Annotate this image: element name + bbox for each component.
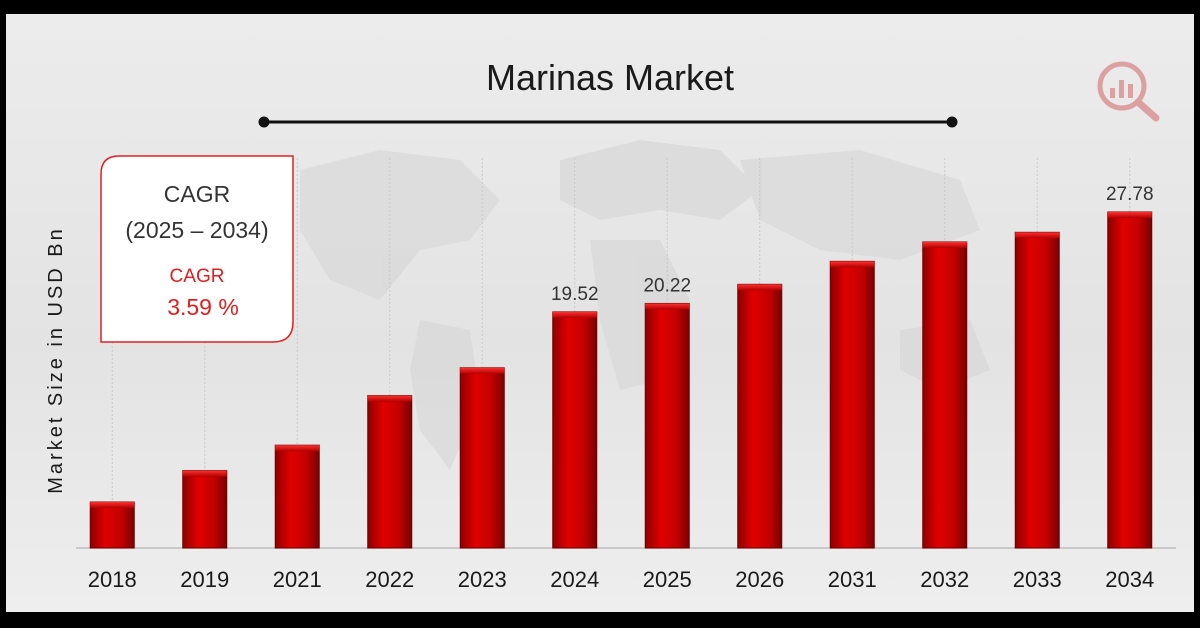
- x-tick-2023: 2023: [458, 567, 507, 592]
- bar-2021: [274, 444, 320, 549]
- bar-2032: [922, 241, 968, 549]
- bar-cap-2023: [460, 367, 505, 374]
- bar-cap-2025: [645, 303, 690, 310]
- bar-cap-2033: [1015, 232, 1060, 239]
- bar-cap-2019: [182, 470, 227, 477]
- bar-cap-2026: [737, 284, 782, 291]
- bar-2026: [737, 283, 783, 549]
- x-tick-2034: 2034: [1105, 567, 1154, 592]
- data-labels: 19.52 20.22 27.78: [551, 184, 1154, 305]
- cagr-callout-frame: [100, 155, 294, 343]
- bar-cap-2018: [90, 502, 135, 509]
- x-tick-2025: 2025: [643, 567, 692, 592]
- x-tick-2033: 2033: [1013, 567, 1062, 592]
- x-tick-2026: 2026: [735, 567, 784, 592]
- x-tick-2018: 2018: [88, 567, 137, 592]
- title-underline: [258, 116, 958, 128]
- x-tick-2024: 2024: [550, 567, 599, 592]
- bar-cap-2034: [1107, 212, 1152, 218]
- x-tick-2021: 2021: [273, 567, 322, 592]
- cagr-callout: CAGR (2025 – 2034) CAGR 3.59 %: [100, 155, 294, 343]
- bar-2024: [552, 311, 598, 549]
- data-label-2025: 20.22: [643, 275, 691, 296]
- bar-2018: [89, 501, 135, 549]
- cagr-label: CAGR: [170, 266, 225, 287]
- bar-2025: [644, 302, 690, 549]
- x-tick-2032: 2032: [920, 567, 969, 592]
- x-tick-2031: 2031: [828, 567, 877, 592]
- bar-cap-2022: [367, 395, 412, 402]
- bar-cap-2024: [552, 311, 597, 318]
- bar-2019: [182, 470, 228, 549]
- y-axis-label: Market Size in USD Bn: [45, 226, 67, 494]
- x-tick-labels: 2018 2019 2021 2022 2023 2024 2025 2026 2031 2032…: [88, 567, 1154, 592]
- x-tick-2019: 2019: [180, 567, 229, 592]
- bar-series: [89, 211, 1153, 549]
- x-tick-2022: 2022: [365, 567, 414, 592]
- bar-2022: [367, 395, 413, 549]
- bar-2023: [459, 367, 505, 549]
- data-label-2024: 19.52: [551, 284, 599, 305]
- bar-cap-2031: [830, 261, 875, 268]
- cagr-heading: CAGR: [164, 181, 230, 207]
- data-label-2034: 27.78: [1106, 184, 1154, 205]
- bar-2034: [1107, 211, 1153, 549]
- bar-2033: [1014, 231, 1060, 549]
- magnifier-chart-logo-icon: [1097, 61, 1160, 122]
- bar-cap-2032: [922, 241, 967, 248]
- bar-cap-2021: [275, 445, 320, 452]
- chart-title: Marinas Market: [486, 57, 734, 98]
- bar-2031: [829, 260, 875, 549]
- cagr-period: (2025 – 2034): [125, 217, 268, 243]
- cagr-value: 3.59 %: [167, 294, 239, 320]
